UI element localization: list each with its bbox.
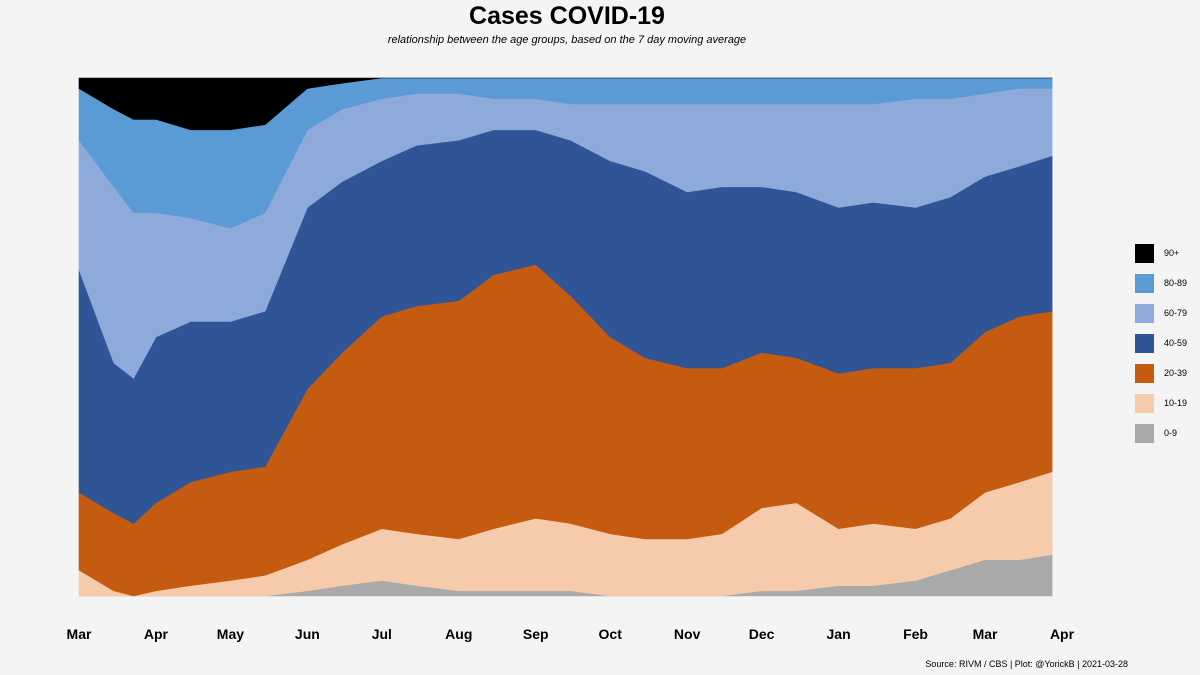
- legend-label: 80-89: [1164, 278, 1188, 288]
- x-tick-label: Jun: [294, 626, 320, 642]
- legend: 90+ 80-89 60-79 40-59 20-39 10-19 0-9: [1135, 238, 1187, 448]
- area-90plus: [78, 77, 1053, 131]
- legend-item: 80-89: [1135, 268, 1187, 298]
- legend-swatch: [1135, 273, 1154, 293]
- chart-subtitle: relationship between the age groups, bas…: [387, 34, 747, 46]
- legend-swatch: [1135, 363, 1154, 383]
- legend-label: 40-59: [1164, 338, 1188, 348]
- legend-label: 90+: [1164, 248, 1180, 258]
- x-tick-label: Sep: [522, 626, 549, 642]
- legend-label: 20-39: [1164, 368, 1188, 378]
- x-tick-label: Jan: [826, 626, 851, 642]
- x-tick-label: Nov: [673, 626, 701, 642]
- legend-swatch: [1135, 393, 1154, 413]
- legend-swatch: [1135, 333, 1154, 353]
- legend-item: 60-79: [1135, 298, 1187, 328]
- legend-item: 90+: [1135, 238, 1187, 268]
- x-tick-label: Feb: [903, 626, 928, 642]
- chart-caption: Source: RIVM / CBS | Plot: @YorickB | 20…: [925, 659, 1128, 669]
- legend-swatch: [1135, 303, 1154, 323]
- legend-item: 0-9: [1135, 418, 1187, 448]
- x-tick-label: Apr: [1049, 626, 1075, 642]
- x-tick-label: Mar: [66, 626, 92, 642]
- x-tick-label: Dec: [748, 626, 775, 642]
- chart-title: Cases COVID-19: [469, 2, 665, 30]
- legend-swatch: [1135, 423, 1154, 443]
- legend-label: 10-19: [1164, 398, 1188, 408]
- x-tick-label: Apr: [143, 626, 168, 642]
- x-tick-label: Mar: [972, 626, 998, 642]
- x-tick-label: Jul: [371, 626, 392, 642]
- legend-swatch: [1135, 243, 1154, 263]
- legend-item: 40-59: [1135, 328, 1187, 358]
- x-tick-label: Aug: [445, 626, 473, 642]
- legend-item: 20-39: [1135, 358, 1187, 388]
- legend-label: 60-79: [1164, 308, 1188, 318]
- legend-item: 10-19: [1135, 388, 1187, 418]
- x-tick-label: May: [216, 626, 245, 642]
- legend-label: 0-9: [1164, 428, 1178, 438]
- x-tick-label: Oct: [598, 626, 622, 642]
